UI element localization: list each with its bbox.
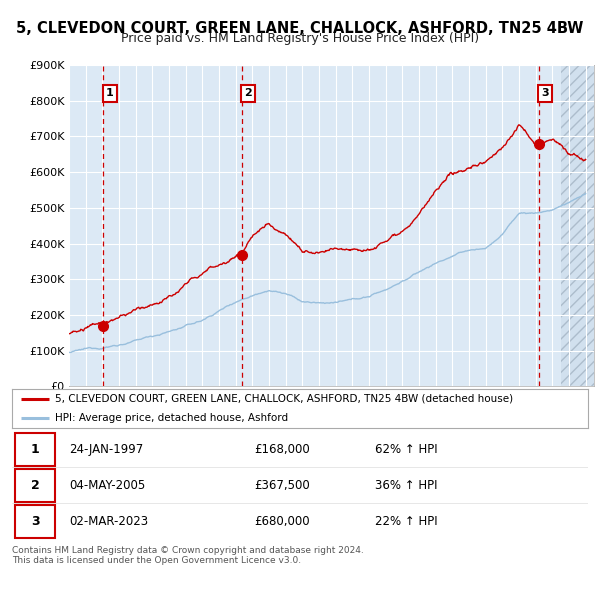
- Text: Price paid vs. HM Land Registry's House Price Index (HPI): Price paid vs. HM Land Registry's House …: [121, 32, 479, 45]
- Text: 22% ↑ HPI: 22% ↑ HPI: [375, 515, 437, 528]
- Text: £367,500: £367,500: [254, 478, 310, 492]
- FancyBboxPatch shape: [15, 433, 55, 466]
- Text: £680,000: £680,000: [254, 515, 310, 528]
- Text: 1: 1: [106, 88, 114, 99]
- Text: 3: 3: [541, 88, 548, 99]
- Text: 5, CLEVEDON COURT, GREEN LANE, CHALLOCK, ASHFORD, TN25 4BW: 5, CLEVEDON COURT, GREEN LANE, CHALLOCK,…: [16, 21, 584, 35]
- Text: 1: 1: [31, 442, 40, 455]
- FancyBboxPatch shape: [15, 505, 55, 537]
- FancyBboxPatch shape: [15, 469, 55, 502]
- Text: 2: 2: [244, 88, 252, 99]
- Text: 36% ↑ HPI: 36% ↑ HPI: [375, 478, 437, 492]
- Text: HPI: Average price, detached house, Ashford: HPI: Average price, detached house, Ashf…: [55, 413, 289, 423]
- Polygon shape: [560, 65, 594, 386]
- Text: 02-MAR-2023: 02-MAR-2023: [70, 515, 149, 528]
- Text: £168,000: £168,000: [254, 442, 310, 455]
- Text: 5, CLEVEDON COURT, GREEN LANE, CHALLOCK, ASHFORD, TN25 4BW (detached house): 5, CLEVEDON COURT, GREEN LANE, CHALLOCK,…: [55, 394, 514, 404]
- Text: Contains HM Land Registry data © Crown copyright and database right 2024.
This d: Contains HM Land Registry data © Crown c…: [12, 546, 364, 565]
- Text: 62% ↑ HPI: 62% ↑ HPI: [375, 442, 437, 455]
- Text: 2: 2: [31, 478, 40, 492]
- Text: 24-JAN-1997: 24-JAN-1997: [70, 442, 144, 455]
- Text: 04-MAY-2005: 04-MAY-2005: [70, 478, 146, 492]
- Text: 3: 3: [31, 515, 40, 528]
